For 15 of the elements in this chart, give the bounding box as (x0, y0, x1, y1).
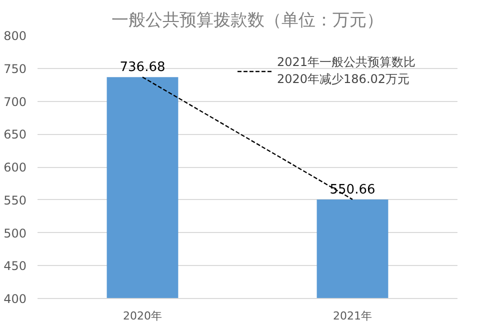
data-label: 550.66 (330, 182, 376, 198)
x-tick-label: 2020年 (123, 310, 162, 322)
x-tick-label: 2021年 (333, 310, 372, 322)
y-tick-label: 400 (4, 292, 26, 306)
y-tick-label: 550 (4, 193, 26, 208)
y-tick-label: 450 (4, 259, 26, 274)
y-tick-label: 700 (4, 94, 26, 109)
y-tick-label: 600 (4, 160, 26, 174)
y-tick-label: 500 (4, 226, 26, 240)
y-tick-label: 650 (4, 128, 26, 142)
data-label: 736.68 (120, 60, 166, 76)
legend-label: 2021年一般公共预算数比 2020年减少186.02万元 (277, 54, 416, 88)
y-tick-label: 800 (4, 29, 26, 43)
chart-title: 一般公共预算拨款数（单位：万元） (112, 10, 384, 30)
y-tick-label: 750 (4, 62, 26, 76)
